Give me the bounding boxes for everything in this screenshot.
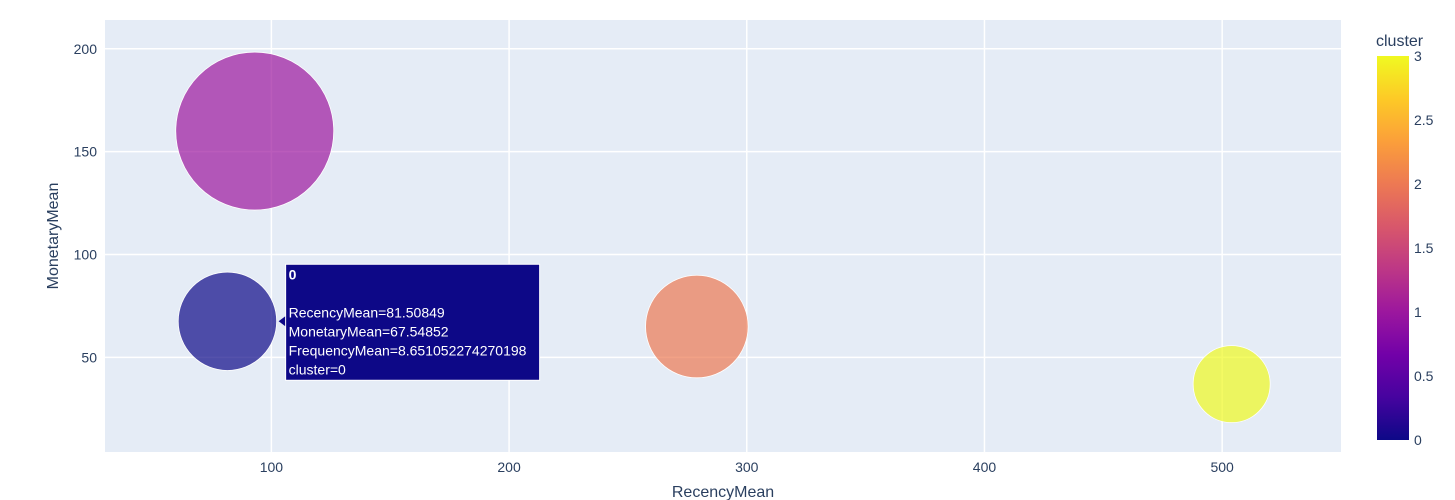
y-axis-title: MonetaryMean: [45, 183, 62, 290]
colorbar-tick-labels: 0 0.5 1 1.5 2 2.5 3: [1414, 48, 1434, 448]
y-tick-label: 50: [81, 349, 97, 365]
x-axis-title: RecencyMean: [672, 484, 774, 500]
tooltip-line: cluster=0: [289, 361, 346, 377]
x-tick-label: 400: [973, 459, 997, 475]
colorbar-tick-label: 2.5: [1414, 112, 1434, 128]
colorbar-tick-label: 0: [1414, 432, 1422, 448]
y-tick-label: 100: [74, 247, 98, 263]
tooltip-line: MonetaryMean=67.54852: [289, 323, 449, 339]
tooltip-lines: RecencyMean=81.50849 MonetaryMean=67.5485…: [289, 304, 527, 377]
x-tick-label: 500: [1210, 459, 1234, 475]
y-tick-labels: 50 100 150 200: [74, 41, 98, 366]
colorbar-tick-label: 2: [1414, 176, 1422, 192]
hover-tooltip: 0 RecencyMean=81.50849 MonetaryMean=67.54…: [278, 263, 541, 381]
colorbar-gradient: [1377, 56, 1409, 440]
tooltip-line: FrequencyMean=8.651052274270198: [289, 342, 527, 358]
tooltip-line: RecencyMean=81.50849: [289, 304, 445, 320]
colorbar-tick-label: 3: [1414, 48, 1422, 64]
x-tick-label: 300: [735, 459, 759, 475]
colorbar-tick-label: 1.5: [1414, 240, 1434, 256]
colorbar: cluster 0 0.5 1 1.5 2 2.5 3: [1376, 33, 1434, 448]
colorbar-tick-label: 1: [1414, 304, 1422, 320]
bubble-cluster-1[interactable]: [175, 51, 335, 211]
y-tick-label: 200: [74, 41, 98, 57]
tooltip-box: [285, 263, 541, 381]
colorbar-title: cluster: [1376, 33, 1424, 50]
colorbar-tick-label: 0.5: [1414, 368, 1434, 384]
bubbles[interactable]: [175, 51, 1271, 424]
bubble-cluster-0[interactable]: [177, 271, 278, 371]
tooltip-title: 0: [289, 266, 297, 282]
bubble-cluster-3[interactable]: [1192, 345, 1271, 424]
y-tick-label: 150: [74, 144, 98, 160]
x-tick-label: 100: [260, 459, 284, 475]
x-tick-label: 200: [497, 459, 521, 475]
x-tick-labels: 100 200 300 400 500: [260, 459, 1234, 475]
tooltip-arrow: [278, 315, 287, 328]
bubble-cluster-2[interactable]: [645, 274, 749, 379]
